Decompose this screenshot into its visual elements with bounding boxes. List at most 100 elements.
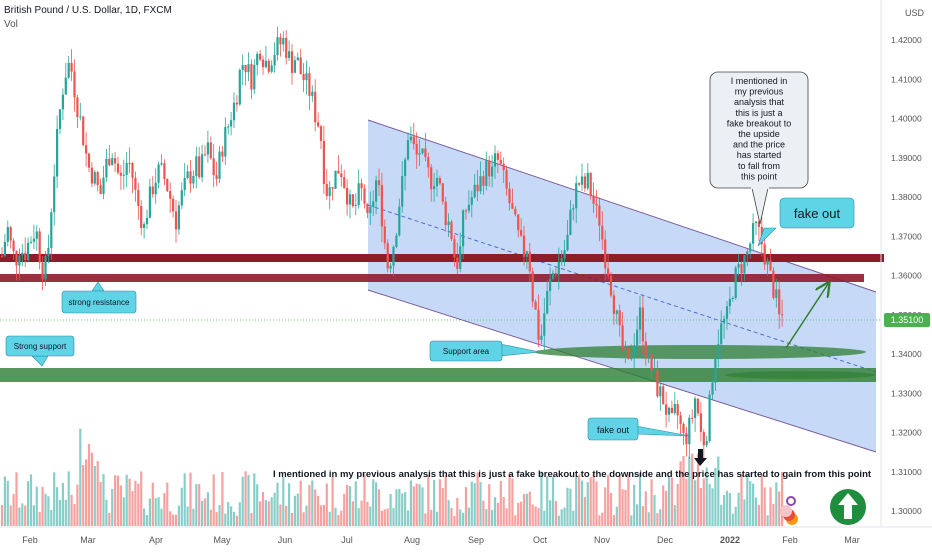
volume-bar	[154, 498, 157, 526]
note-bottom-text: I mentioned in my previous analysis that…	[273, 469, 872, 480]
volume-bar	[331, 476, 334, 526]
last-price-text: 1.35100	[891, 315, 924, 325]
candle-body	[737, 264, 740, 268]
volume-bar	[6, 480, 9, 526]
candle-body	[53, 176, 56, 213]
volume-bar	[93, 465, 96, 526]
volume-bar	[551, 476, 555, 526]
volume-bar	[760, 474, 763, 526]
volume-bar	[444, 475, 447, 526]
candle-body	[421, 148, 424, 154]
candle-body	[58, 109, 62, 130]
time-tick: Jun	[278, 535, 293, 545]
volume-bar	[189, 472, 192, 526]
volume-bar	[670, 477, 673, 526]
volume-bar	[253, 473, 256, 526]
volume-bar	[433, 479, 436, 526]
candle-body	[734, 267, 737, 299]
strong-resistance-callout[interactable]: strong resistance	[61, 281, 137, 314]
volume-bar	[380, 510, 383, 526]
candle-body	[667, 407, 671, 415]
volume-bar	[143, 508, 146, 526]
volume-bar	[496, 502, 499, 526]
candle-body	[172, 198, 175, 212]
axis-currency[interactable]: USD	[904, 8, 924, 18]
candle-body	[392, 246, 395, 266]
volume-bar	[644, 491, 647, 526]
candle-body	[586, 172, 589, 189]
strong-support-callout[interactable]: Strong support	[5, 335, 75, 367]
candle-body	[694, 398, 697, 418]
volume-label[interactable]: Vol	[4, 19, 18, 30]
volume-bar	[714, 467, 717, 526]
volume-bar	[717, 456, 720, 526]
volume-bar	[778, 491, 781, 526]
candle-body	[569, 209, 572, 235]
volume-bar	[531, 504, 534, 526]
candle-body	[148, 186, 151, 218]
candle-body	[624, 347, 627, 349]
event-badges[interactable]	[780, 496, 798, 525]
long-idea-badge-icon[interactable]	[830, 489, 866, 525]
candle-body	[189, 171, 192, 184]
volume-bar	[369, 506, 372, 526]
candle-body	[145, 217, 149, 225]
volume-bar	[752, 483, 755, 526]
fake-out-bottom-callout[interactable]: fake out	[587, 417, 691, 441]
volume-bar	[459, 509, 462, 526]
volume-bar	[256, 484, 259, 526]
candle-body	[435, 178, 439, 187]
candle-body	[366, 203, 369, 214]
candle-body	[273, 55, 276, 66]
candle-body	[746, 251, 749, 256]
time-tick: Mar	[80, 535, 96, 545]
volume-bar	[395, 489, 398, 526]
candle-body	[73, 71, 76, 98]
volume-bar	[743, 499, 746, 526]
symbol-title[interactable]: British Pound / U.S. Dollar, 1D, FXCM	[4, 5, 172, 16]
volume-bar	[230, 506, 233, 526]
candle-body	[578, 183, 581, 185]
volume-bar	[630, 515, 633, 526]
candle-body	[772, 270, 775, 298]
candle-body	[9, 227, 12, 241]
volume-bar	[44, 493, 47, 526]
volume-bar	[183, 473, 186, 526]
volume-bar	[508, 473, 511, 526]
candle-body	[15, 251, 18, 266]
candle-body	[682, 423, 685, 433]
candle-body	[511, 203, 514, 209]
time-tick: Dec	[657, 535, 674, 545]
candle-body	[520, 230, 523, 236]
volume-bar	[522, 494, 526, 526]
candle-body	[604, 239, 607, 269]
support-area-callout[interactable]: Support area	[429, 340, 541, 362]
volume-bar	[435, 511, 439, 526]
volume-bar	[363, 474, 366, 526]
candle-body	[659, 386, 662, 397]
candle-body	[302, 74, 305, 81]
volume-bar	[673, 505, 676, 526]
candle-body	[731, 298, 734, 300]
candle-body	[728, 298, 731, 307]
candle-body	[288, 51, 291, 58]
volume-bar	[723, 494, 726, 526]
volume-bar	[633, 484, 636, 526]
fake-out-top-callout[interactable]: fake out	[757, 197, 855, 247]
volume-bar	[453, 515, 456, 526]
volume-bar	[482, 500, 485, 526]
volume-bar	[502, 497, 505, 526]
candle-body	[441, 183, 444, 202]
volume-bar	[50, 510, 53, 526]
volume-bar	[615, 506, 618, 526]
volume-bar	[566, 487, 569, 526]
price-tick: 1.33000	[891, 388, 922, 398]
volume-bar	[575, 476, 578, 526]
note-top-callout[interactable]: I mentioned in my previous analysis that th…	[709, 71, 809, 225]
candle-body	[749, 243, 752, 252]
candle-body	[224, 126, 227, 157]
support-ellipse-end	[724, 371, 876, 379]
volume-bar	[224, 513, 227, 526]
